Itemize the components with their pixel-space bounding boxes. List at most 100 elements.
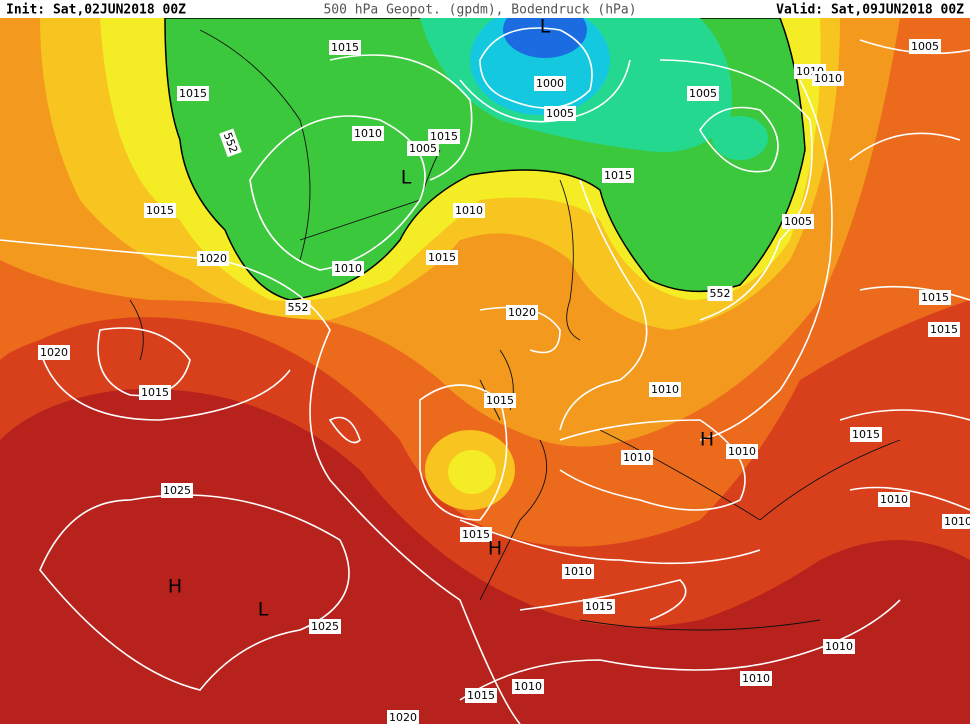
contour-label: 1015 [583, 599, 615, 614]
contour-label-text: 552 [710, 287, 731, 300]
contour-label-text: 1010 [825, 640, 853, 653]
contour-label-text: 1005 [784, 215, 812, 228]
contour-label: 1025 [309, 619, 341, 634]
label-box [850, 427, 882, 442]
label-box [352, 126, 384, 141]
contour-label-text: 1015 [430, 130, 458, 143]
contour-label: 1015 [460, 527, 492, 542]
label-box [621, 450, 653, 465]
contour-label: 552 [219, 128, 242, 158]
label-box [161, 483, 193, 498]
contour-label: 1015 [602, 168, 634, 183]
contour-label: 552 [285, 300, 311, 315]
contour-label-text: 1015 [467, 689, 495, 702]
map-title: 500 hPa Geopot. (gpdm), Bodendruck (hPa) [323, 3, 636, 18]
contour-label-text: 1015 [179, 87, 207, 100]
contour-label: 1010 [352, 126, 384, 141]
isobar [559, 179, 648, 431]
isobar [519, 579, 687, 621]
contour-label-text: 1015 [146, 204, 174, 217]
label-box [919, 290, 951, 305]
contour-label: 1015 [465, 688, 497, 703]
label-box [562, 564, 594, 579]
contour-label: 1010 [812, 71, 844, 86]
label-box [506, 305, 538, 320]
label-box [740, 671, 772, 686]
label-box [534, 76, 566, 91]
contour-label: 1005 [544, 106, 576, 121]
isobar [39, 494, 350, 691]
contour-label-text: 1020 [199, 252, 227, 265]
contour-label-text: 1015 [930, 323, 958, 336]
contour-label-text: 1010 [334, 262, 362, 275]
label-box [812, 71, 844, 86]
contour-label-text: 1010 [728, 445, 756, 458]
label-box [197, 251, 229, 266]
contour-label: 1015 [177, 86, 209, 101]
contour-label-text: 1020 [40, 346, 68, 359]
label-box [823, 639, 855, 654]
label-box [387, 710, 419, 724]
contour-label-text: 1025 [311, 620, 339, 633]
contour-label-text: 1015 [141, 386, 169, 399]
contour-label-text: 1025 [163, 484, 191, 497]
contour-label: 552 [707, 286, 733, 301]
label-box [460, 527, 492, 542]
label-box [465, 688, 497, 703]
isobar [459, 519, 761, 565]
pressure-center: H [488, 538, 502, 560]
contour-label-text: 1015 [486, 394, 514, 407]
label-box [139, 385, 171, 400]
contour-label: 1020 [38, 345, 70, 360]
contour-label-text: 1000 [536, 77, 564, 90]
contour-label: 1005 [407, 141, 439, 156]
contour-label-text: 1005 [546, 107, 574, 120]
contour-label-text: 1010 [880, 493, 908, 506]
contour-label: 1015 [144, 203, 176, 218]
label-box [782, 214, 814, 229]
contour-label: 1015 [850, 427, 882, 442]
isobar [249, 115, 426, 271]
contour-label: 1020 [197, 251, 229, 266]
contour-label: 1010 [332, 261, 364, 276]
label-box [38, 345, 70, 360]
contour-label-text: 1015 [852, 428, 880, 441]
contour-label-text: 1015 [331, 41, 359, 54]
contour-label-text: 1010 [814, 72, 842, 85]
contour-label: 1010 [562, 564, 594, 579]
label-box [428, 129, 460, 144]
pressure-center: H [700, 429, 714, 451]
contour-label-text: 1005 [689, 87, 717, 100]
label-box [426, 250, 458, 265]
header-bar [0, 0, 970, 18]
contour-label: 1010 [453, 203, 485, 218]
contour-label-text: 1020 [508, 306, 536, 319]
contour-label-text: 1010 [564, 565, 592, 578]
contour-label-text: 1015 [604, 169, 632, 182]
label-box [649, 382, 681, 397]
contour-label-text: 1015 [921, 291, 949, 304]
isobar [559, 419, 746, 511]
contour-label-text: 1010 [354, 127, 382, 140]
contour-label-text: 1010 [623, 451, 651, 464]
label-box [407, 141, 439, 156]
contour-label-text: 1005 [409, 142, 437, 155]
contour-label: 1020 [387, 710, 419, 724]
label-box [878, 492, 910, 507]
contour-label-text: 1010 [455, 204, 483, 217]
label-box [484, 393, 516, 408]
contour-label: 1010 [823, 639, 855, 654]
contour-label-text: 1020 [389, 711, 417, 724]
label-box [329, 40, 361, 55]
isobar [97, 327, 191, 397]
isobar [328, 416, 361, 444]
label-box [544, 106, 576, 121]
isobar [659, 59, 813, 321]
label-box [726, 444, 758, 459]
label-box [942, 514, 970, 529]
pressure-center: H [168, 576, 182, 598]
label-box [453, 203, 485, 218]
pressure-center: L [258, 599, 269, 621]
